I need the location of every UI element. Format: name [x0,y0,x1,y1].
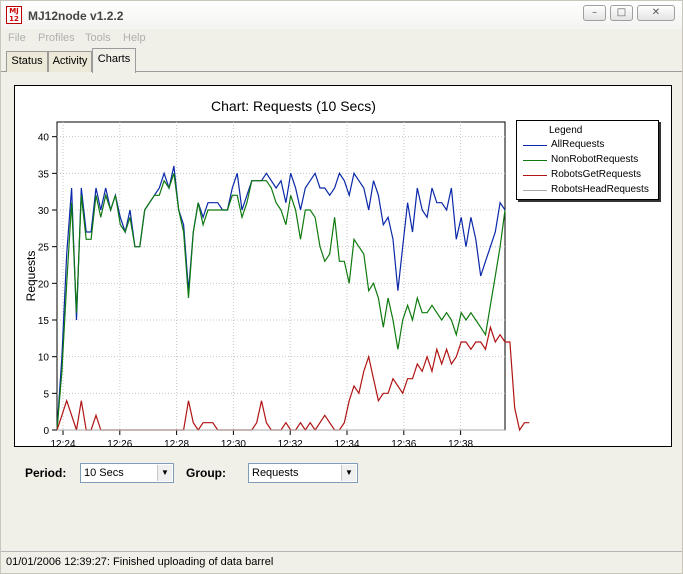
group-select[interactable]: Requests ▼ [248,463,358,483]
tab-charts[interactable]: Charts [92,48,136,73]
y-tick-label: 35 [38,169,50,180]
y-tick-label: 5 [43,389,49,400]
period-label: Period: [25,466,67,480]
legend-item-robotsheadrequests: RobotsHeadRequests [517,184,658,198]
legend-swatch-allrequests [523,145,547,146]
chevron-down-icon[interactable]: ▼ [157,465,172,481]
legend-item-allrequests: AllRequests [517,139,658,153]
legend-swatch-robotsgetrequests [523,175,547,176]
tab-activity[interactable]: Activity [48,51,92,72]
minimize-button[interactable]: – [583,5,606,21]
close-button[interactable]: ✕ [637,5,675,21]
y-tick-label: 0 [43,426,49,437]
group-label: Group: [186,466,226,480]
period-value: 10 Secs [84,467,124,479]
menu-bar: File Profiles Tools Help [1,30,682,48]
title-bar[interactable]: MJ 12 MJ12node v1.2.2 – □ ✕ [1,1,682,29]
y-tick-label: 25 [38,243,50,254]
legend-label-allrequests: AllRequests [551,139,605,150]
tab-status[interactable]: Status [6,51,48,72]
chart-legend: Legend AllRequests NonRobotRequests Robo… [516,120,659,200]
chart-controls: Period: 10 Secs ▼ Group: Requests ▼ [1,461,682,491]
legend-swatch-nonrobotrequests [523,160,547,161]
legend-label-nonrobotrequests: NonRobotRequests [551,154,639,165]
menu-profiles[interactable]: Profiles [38,32,75,44]
tab-strip: Status Activity Charts [1,48,682,73]
x-tick-label: 12:26 [107,439,132,446]
requests-line-chart: 12:24 12:26 12:28 12:30 12:32 12:34 12:36 12:38… [24,121,530,446]
plot-area [56,121,506,431]
x-tick-label: 12:30 [221,439,246,446]
mj12-app-icon: MJ 12 [6,6,22,24]
legend-item-robotsgetrequests: RobotsGetRequests [517,169,658,183]
y-tick-label: 10 [38,353,50,364]
menu-file[interactable]: File [8,32,26,44]
x-tick-label: 12:32 [278,439,303,446]
y-axis-label: Requests [24,251,38,302]
x-tick-label: 12:28 [164,439,189,446]
legend-label-robotsgetrequests: RobotsGetRequests [551,169,642,180]
x-tick-label: 12:38 [448,439,473,446]
y-tick-label: 15 [38,316,50,327]
menu-tools[interactable]: Tools [85,32,111,44]
x-tick-label: 12:24 [50,439,75,446]
legend-title: Legend [549,125,583,136]
y-tick-label: 40 [38,133,50,144]
y-tick-label: 20 [38,279,50,290]
legend-label-robotsheadrequests: RobotsHeadRequests [551,184,649,195]
period-select[interactable]: 10 Secs ▼ [80,463,174,483]
chart-title: Chart: Requests (10 Secs) [211,98,376,114]
status-bar: 01/01/2006 12:39:27: Finished uploading … [1,551,682,573]
menu-help[interactable]: Help [123,32,146,44]
group-value: Requests [252,467,299,479]
x-tick-label: 12:34 [334,439,359,446]
chevron-down-icon[interactable]: ▼ [341,465,356,481]
series-line-nonrobotrequests [56,173,506,431]
y-tick-label: 30 [38,206,50,217]
window-title: MJ12node v1.2.2 [28,9,124,23]
legend-item-nonrobotrequests: NonRobotRequests [517,154,658,168]
maximize-button[interactable]: □ [610,5,633,21]
chart-panel: Chart: Requests (10 Secs) 12:24 12:26 12:2… [14,85,672,447]
series-line-allrequests [56,165,506,431]
x-tick-label: 12:36 [391,439,416,446]
legend-swatch-robotsheadrequests [523,190,547,191]
